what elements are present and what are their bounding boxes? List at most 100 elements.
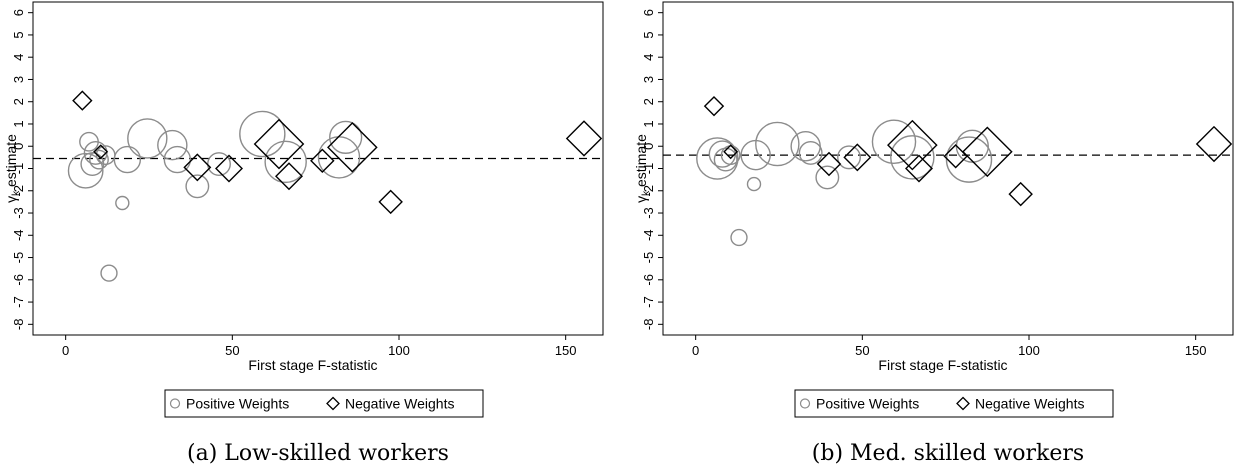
positive-weight-point bbox=[113, 145, 142, 174]
positive-weight-point bbox=[746, 176, 762, 192]
positive-weight-point bbox=[115, 195, 130, 211]
negative-weight-point bbox=[962, 126, 1013, 178]
legend-box bbox=[794, 389, 1114, 418]
y-axis-title-subscript: k bbox=[11, 190, 22, 196]
y-tick-label: -6 bbox=[11, 274, 26, 286]
positive-weight-point bbox=[730, 228, 748, 247]
y-tick-label: -2 bbox=[641, 185, 656, 197]
y-tick-label: -3 bbox=[641, 207, 656, 219]
x-tick-label: 0 bbox=[62, 343, 69, 358]
positive-weight-point bbox=[890, 135, 935, 180]
y-axis-title: γk estimate bbox=[3, 134, 22, 203]
legend-circle-icon bbox=[169, 398, 181, 409]
negative-weight-point bbox=[253, 118, 305, 170]
y-tick-label: -4 bbox=[641, 229, 656, 241]
x-axis-title: First stage F-statistic bbox=[248, 357, 377, 373]
y-tick-label: -7 bbox=[641, 296, 656, 308]
y-tick-label: 6 bbox=[11, 9, 26, 16]
negative-weight-point bbox=[215, 154, 243, 183]
y-axis-title-symbol: γ bbox=[3, 196, 19, 203]
figure-caption: (b) Med. skilled workers bbox=[812, 441, 1084, 466]
y-tick-label: 5 bbox=[11, 31, 26, 38]
y-tick-label: 3 bbox=[641, 76, 656, 83]
positive-weight-point bbox=[329, 120, 363, 154]
legend-box bbox=[164, 389, 484, 418]
legend-negative-label: Negative Weights bbox=[975, 396, 1084, 412]
negative-weight-point bbox=[723, 144, 739, 160]
positive-weight-point bbox=[67, 152, 104, 189]
figure-caption: (a) Low-skilled workers bbox=[187, 441, 449, 466]
y-tick-label: -1 bbox=[641, 163, 656, 175]
x-tick-label: 0 bbox=[692, 343, 699, 358]
y-tick-label: -3 bbox=[11, 207, 26, 219]
legend-positive-label: Positive Weights bbox=[186, 396, 289, 412]
negative-weight-point bbox=[275, 162, 303, 191]
legend: Positive Weights Negative Weights bbox=[164, 389, 484, 418]
negative-weight-point bbox=[72, 90, 93, 111]
legend-negative-label: Negative Weights bbox=[345, 396, 454, 412]
x-tick-label: 150 bbox=[555, 343, 577, 358]
legend-circle-icon bbox=[799, 398, 811, 409]
positive-weight-point bbox=[815, 165, 840, 190]
y-tick-label: -1 bbox=[11, 163, 26, 175]
positive-weight-point bbox=[89, 149, 109, 170]
positive-weight-point bbox=[127, 118, 168, 159]
chart-panel-1: -8 -7 -6 -5 -4 -3 -2 -1 0 1 2 3 4 5 6 0 50 100 150 First st… bbox=[3, 1, 604, 466]
y-tick-label: 4 bbox=[11, 54, 26, 61]
y-tick-label: 0 bbox=[641, 143, 656, 150]
y-tick-label: 4 bbox=[641, 54, 656, 61]
negative-weight-point bbox=[1195, 125, 1233, 163]
y-axis-title-rest: estimate bbox=[633, 134, 649, 191]
x-tick-label: 100 bbox=[388, 343, 410, 358]
negative-weight-point bbox=[565, 120, 603, 157]
positive-weight-point bbox=[871, 119, 917, 165]
positive-weight-point bbox=[157, 129, 188, 161]
y-axis-title-symbol: γ bbox=[633, 196, 649, 203]
negative-weight-point bbox=[378, 189, 403, 215]
y-axis-title-subscript: k bbox=[641, 190, 652, 196]
x-tick-label: 50 bbox=[855, 343, 869, 358]
negative-weight-point bbox=[1008, 181, 1033, 207]
x-tick-label: 150 bbox=[1185, 343, 1207, 358]
y-tick-label: 6 bbox=[641, 9, 656, 16]
legend-diamond-icon bbox=[326, 396, 340, 411]
y-tick-label: -5 bbox=[641, 252, 656, 264]
legend-diamond-icon bbox=[956, 396, 970, 411]
y-tick-label: -6 bbox=[641, 274, 656, 286]
y-tick-label: -7 bbox=[11, 296, 26, 308]
positive-weight-point bbox=[239, 110, 286, 158]
x-axis-title: First stage F-statistic bbox=[878, 357, 1007, 373]
y-tick-label: 1 bbox=[11, 120, 26, 127]
x-tick-label: 50 bbox=[225, 343, 239, 358]
negative-weight-point bbox=[93, 144, 109, 160]
positive-weight-point bbox=[837, 145, 861, 170]
legend-positive-label: Positive Weights bbox=[816, 396, 919, 412]
y-tick-label: -8 bbox=[11, 319, 26, 331]
legend: Positive Weights Negative Weights bbox=[794, 389, 1114, 418]
y-tick-label: -8 bbox=[641, 319, 656, 331]
y-tick-label: -2 bbox=[11, 185, 26, 197]
y-axis-title-rest: estimate bbox=[3, 134, 19, 191]
negative-weight-point bbox=[816, 151, 842, 177]
positive-weight-point bbox=[798, 140, 823, 165]
y-tick-label: -4 bbox=[11, 229, 26, 241]
chart-panel-2: -8 -7 -6 -5 -4 -3 -2 -1 0 1 2 3 4 5 6 0 50 100 150 First st… bbox=[633, 1, 1234, 466]
positive-weight-point bbox=[945, 136, 993, 183]
y-tick-label: 0 bbox=[11, 143, 26, 150]
x-tick-label: 100 bbox=[1018, 343, 1040, 358]
negative-weight-point bbox=[703, 95, 725, 117]
negative-weight-point bbox=[310, 148, 335, 173]
positive-weight-point bbox=[696, 137, 739, 180]
positive-weight-point bbox=[264, 140, 307, 184]
negative-weight-point bbox=[843, 143, 872, 172]
y-tick-label: 2 bbox=[11, 98, 26, 105]
positive-weight-point bbox=[100, 264, 118, 282]
positive-weight-point bbox=[755, 121, 800, 167]
y-tick-label: 3 bbox=[11, 76, 26, 83]
positive-weight-point bbox=[713, 147, 738, 172]
y-tick-label: 2 bbox=[641, 98, 656, 105]
y-tick-label: 5 bbox=[641, 31, 656, 38]
positive-weight-point bbox=[163, 145, 192, 174]
negative-weight-point bbox=[887, 119, 938, 171]
